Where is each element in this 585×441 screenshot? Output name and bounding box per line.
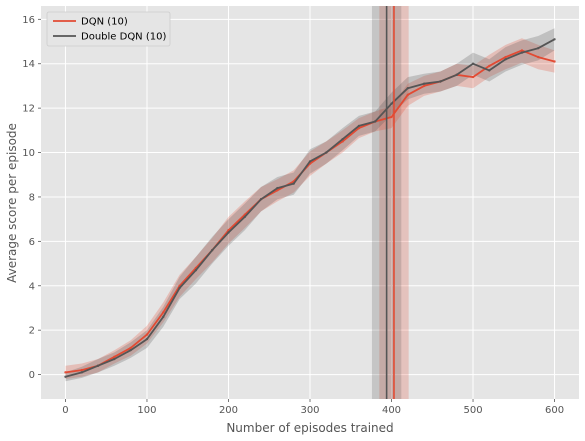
series-band-double-dqn [65, 28, 555, 382]
y-tick-label: 8 [29, 192, 35, 203]
data-point-dqn [390, 115, 393, 119]
data-point-double-dqn [64, 375, 67, 378]
x-tick-label: 0 [62, 405, 68, 416]
data-point-double-dqn [488, 69, 491, 72]
data-point-double-dqn [520, 51, 524, 54]
data-point-double-dqn [374, 120, 377, 123]
data-point-double-dqn [325, 151, 328, 154]
data-point-double-dqn [145, 337, 149, 341]
vertical-lines [385, 6, 395, 399]
y-axis-label: Average score per episode [5, 123, 19, 283]
data-point-dqn [504, 55, 507, 59]
data-point-double-dqn [471, 62, 475, 65]
data-point-double-dqn [162, 315, 165, 319]
data-point-dqn [471, 75, 475, 79]
y-tick-label: 0 [29, 370, 35, 381]
data-point-double-dqn [439, 80, 442, 83]
y-tick-label: 2 [29, 326, 35, 337]
x-tick-label: 400 [382, 405, 401, 416]
x-tick-label: 200 [219, 405, 238, 416]
data-point-dqn [537, 55, 540, 59]
x-tick-label: 600 [545, 405, 564, 416]
x-tick-label: 300 [300, 405, 319, 416]
data-point-dqn [276, 189, 279, 192]
data-point-double-dqn [308, 160, 312, 163]
data-point-dqn [520, 49, 524, 52]
series-lines [64, 38, 556, 378]
y-tick-label: 10 [22, 148, 35, 159]
x-tick-label: 500 [463, 405, 482, 416]
data-point-dqn [80, 368, 83, 372]
data-point-dqn [406, 93, 410, 97]
data-point-dqn [553, 60, 556, 63]
legend-box [46, 11, 171, 47]
data-point-double-dqn [455, 73, 458, 77]
data-point-double-dqn [341, 138, 344, 141]
data-point-double-dqn [553, 38, 556, 41]
y-tick-label: 16 [22, 15, 35, 26]
data-point-dqn [422, 84, 426, 88]
data-point-double-dqn [406, 86, 410, 90]
y-ticks: 0 2 4 6 8 10 12 14 16 [22, 15, 41, 381]
legend-label-double-dqn: Double DQN (10) [81, 32, 166, 43]
data-point-dqn [64, 371, 67, 374]
data-point-double-dqn [129, 348, 132, 352]
data-point-double-dqn [194, 269, 198, 272]
x-ticks: 0 100 200 300 400 500 600 [62, 399, 564, 416]
data-point-double-dqn [276, 186, 279, 190]
data-point-double-dqn [357, 124, 361, 128]
data-point-dqn [488, 64, 491, 68]
data-point-double-dqn [178, 286, 181, 290]
data-point-double-dqn [259, 197, 263, 201]
legend: DQN (10) Double DQN (10) [46, 11, 171, 47]
vertical-bands [371, 6, 409, 399]
data-point-double-dqn [80, 371, 83, 374]
x-tick-label: 100 [137, 405, 156, 416]
data-point-double-dqn [113, 357, 116, 361]
y-tick-label: 14 [22, 59, 35, 70]
data-point-double-dqn [96, 364, 100, 367]
y-tick-label: 6 [29, 237, 35, 248]
legend-label-dqn: DQN (10) [81, 17, 128, 28]
x-axis-label: Number of episodes trained [226, 421, 393, 435]
y-tick-label: 12 [22, 104, 35, 115]
data-point-double-dqn [292, 182, 295, 185]
y-tick-label: 4 [29, 281, 35, 292]
data-point-double-dqn [243, 215, 246, 219]
data-point-dqn [162, 311, 165, 314]
data-point-dqn [113, 355, 116, 359]
data-point-dqn [145, 333, 149, 336]
data-point-double-dqn [227, 231, 230, 234]
grid [41, 6, 579, 399]
data-point-double-dqn [390, 102, 393, 105]
data-point-dqn [129, 346, 132, 350]
data-point-double-dqn [422, 82, 426, 85]
data-point-double-dqn [504, 58, 507, 61]
series-bands [65, 28, 555, 382]
data-point-double-dqn [537, 46, 540, 50]
data-point-double-dqn [210, 249, 214, 252]
